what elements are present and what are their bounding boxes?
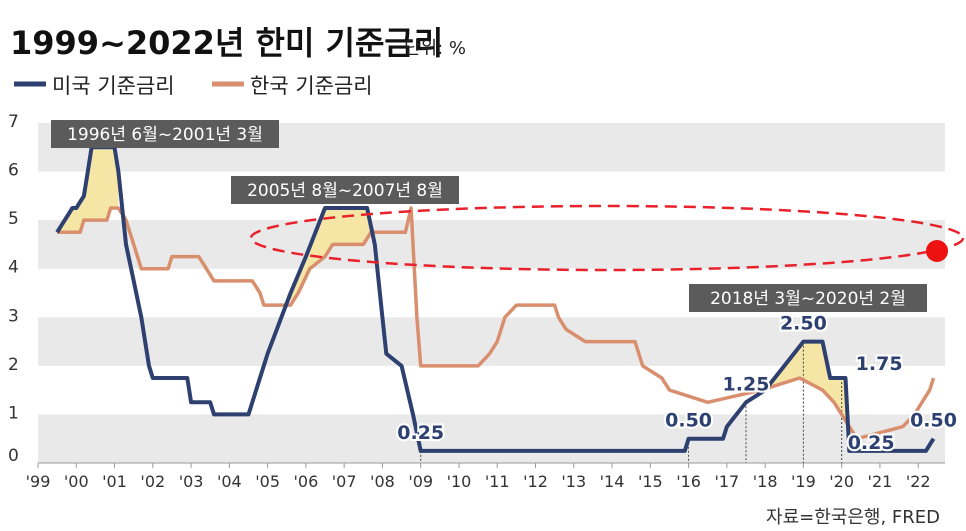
- korea-rate-line: [57, 206, 936, 441]
- x-tick-label: '11: [485, 472, 510, 491]
- highlight-ellipse: [249, 204, 965, 272]
- series-lines: [55, 145, 936, 453]
- inversion-fill: [772, 341, 846, 421]
- x-tick-label: '15: [638, 472, 663, 491]
- value-label: 0.25: [848, 432, 895, 454]
- y-axis-ticks: 0 1 2 3 4 5 6 7: [8, 112, 19, 466]
- period-box: [51, 120, 279, 148]
- period-box: [689, 284, 927, 312]
- y-tick-label: 0: [8, 446, 19, 466]
- x-tick-label: '04: [217, 472, 242, 491]
- x-tick-label: '20: [829, 472, 854, 491]
- y-tick-label: 3: [8, 306, 19, 326]
- x-tick-label: '01: [102, 472, 127, 491]
- legend-label-us: 미국 기준금리: [52, 74, 175, 98]
- y-tick-label: 6: [8, 161, 19, 181]
- x-tick-label: '00: [64, 472, 89, 491]
- x-tick-label: '06: [294, 472, 319, 491]
- y-tick-label: 1: [8, 403, 19, 423]
- x-tick-label: '21: [868, 472, 893, 491]
- y-tick-label: 7: [8, 112, 19, 132]
- x-tick-label: '02: [140, 472, 165, 491]
- x-tick-label: '07: [332, 472, 357, 491]
- grid-band: [38, 220, 945, 269]
- x-tick-label: '99: [26, 472, 51, 491]
- x-tick-label: '19: [791, 472, 816, 491]
- y-tick-label: 4: [8, 258, 19, 278]
- legend-label-korea: 한국 기준금리: [250, 74, 373, 98]
- x-axis-ticks: '99 '00 '01 '02 '03 '04 '05 '06 '07 '08 '09 '10 '11 '…: [26, 463, 931, 491]
- unit-label: 단위: %: [404, 38, 466, 59]
- x-tick-label: '12: [523, 472, 548, 491]
- highlight-dot: [926, 240, 948, 262]
- x-tick-label: '18: [753, 472, 778, 491]
- highlight-ellipse-shape: [249, 204, 965, 272]
- x-tick-label: '08: [370, 472, 395, 491]
- legend: 미국 기준금리 한국 기준금리: [14, 74, 373, 98]
- x-tick-label: '13: [561, 472, 586, 491]
- us-rate-line: [55, 145, 936, 453]
- x-tick-label: '09: [408, 472, 433, 491]
- value-label: 0.50: [910, 410, 957, 432]
- value-label: 1.75: [856, 353, 903, 375]
- value-label: 1.25: [723, 373, 770, 395]
- grid-band: [38, 414, 945, 463]
- x-tick-label: '05: [255, 472, 280, 491]
- value-label: 0.50: [665, 410, 712, 432]
- period-label: 1996년 6월~2001년 3월: [67, 125, 263, 145]
- grid-bands: [38, 123, 945, 464]
- x-tick-label: '14: [600, 472, 625, 491]
- source-note: 자료=한국은행, FRED: [766, 507, 940, 528]
- period-labels: 1996년 6월~2001년 3월 2005년 8월~2007년 8월 2018년 …: [51, 120, 927, 312]
- x-tick-label: '17: [714, 472, 739, 491]
- value-labels: 0.25 0.50 1.25 2.50 1.75 0.25 0.50: [395, 311, 959, 456]
- value-label: 0.25: [397, 422, 444, 444]
- x-tick-label: '16: [676, 472, 701, 491]
- chart-title: 1999~2022년 한미 기준금리: [10, 24, 443, 62]
- value-label: 2.50: [780, 313, 827, 335]
- x-tick-label: '22: [906, 472, 931, 491]
- inversion-fill: [290, 208, 371, 306]
- y-tick-label: 5: [8, 209, 19, 229]
- x-tick-label: '10: [447, 472, 472, 491]
- period-label: 2018년 3월~2020년 2월: [710, 289, 906, 309]
- y-tick-label: 2: [8, 355, 19, 375]
- period-label: 2005년 8월~2007년 8월: [247, 181, 443, 201]
- x-tick-label: '03: [179, 472, 204, 491]
- period-box: [231, 176, 459, 204]
